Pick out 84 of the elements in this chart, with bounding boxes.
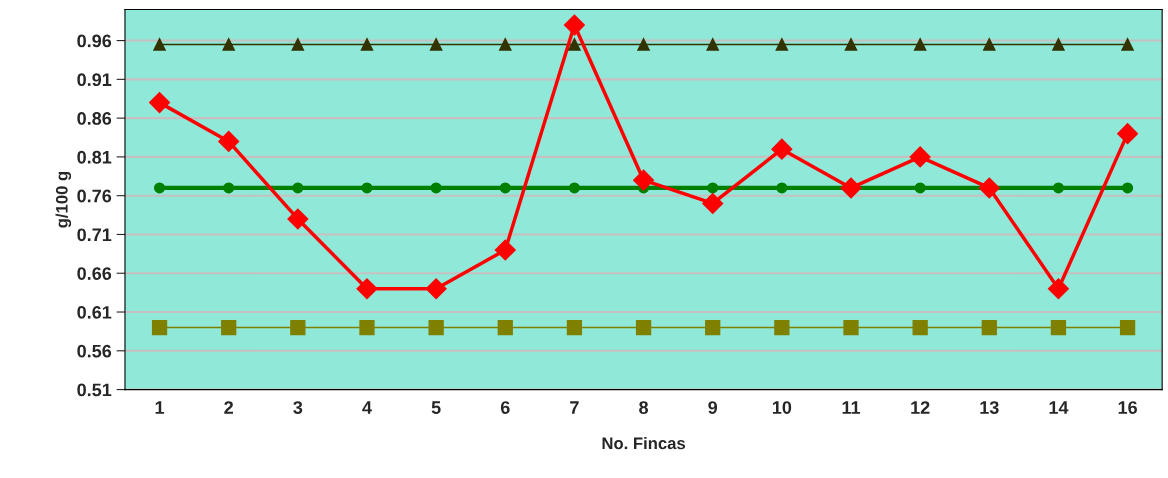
y-tick-label: 0.56 [77,344,112,358]
point [223,182,235,194]
x-tick-label: 4 [362,401,372,414]
point [563,14,585,36]
x-tick-label: 10 [772,401,792,414]
point [153,38,166,51]
point [430,182,442,194]
point [1052,38,1065,51]
point [287,208,309,230]
point [153,182,166,194]
point [707,182,719,194]
point [914,182,926,194]
x-tick-label: 1 [155,401,165,414]
point [291,38,305,51]
point [774,319,790,336]
x-axis-title: No. Fincas [602,436,686,450]
y-tick-label: 0.71 [77,228,112,242]
x-tick-label: 6 [500,401,510,414]
point [494,239,516,261]
point [222,38,235,51]
point [978,177,1000,199]
point [1119,319,1136,336]
point [360,38,374,51]
point [497,319,513,336]
x-tick-label: 7 [570,401,579,414]
point [775,38,789,51]
x-tick-label: 8 [639,401,649,414]
x-tick-label: 9 [708,401,718,414]
point [429,38,443,51]
point [840,177,862,199]
point [356,278,378,300]
point [499,182,511,194]
point [635,319,652,336]
point [499,38,512,51]
point [361,182,373,194]
point [981,319,997,336]
point [566,319,583,336]
point [1052,182,1064,194]
x-tick-label: 13 [980,401,999,414]
point [568,38,581,51]
y-tick-label: 0.76 [77,189,112,203]
y-tick-label: 0.61 [77,305,112,319]
x-tick-label: 3 [293,401,303,414]
x-tick-label: 2 [224,401,233,414]
point [702,192,724,214]
point [706,38,719,51]
y-tick-label: 0.96 [77,34,112,48]
point [637,38,650,51]
y-axis-title: g/100 g [55,171,72,228]
point [633,169,655,191]
y-tick-label: 0.81 [77,150,112,164]
point [428,319,444,336]
point [149,92,171,114]
x-tick-label: 5 [431,401,441,414]
y-tick-label: 0.66 [77,267,112,280]
point [218,130,240,152]
y-tick-label: 0.86 [77,112,112,125]
y-tick-label: 0.91 [77,73,112,87]
point [912,319,928,336]
point [983,38,996,51]
point [1117,123,1139,145]
point [1121,38,1134,51]
point [909,146,931,168]
point [568,182,580,194]
x-tick-label: 14 [1049,401,1069,414]
point [844,38,858,51]
point [771,138,793,160]
point [913,38,927,51]
x-tick-label: 16 [1118,401,1137,414]
point [705,319,721,336]
point [290,319,306,336]
point [1050,319,1067,336]
point [151,319,168,336]
point [1047,278,1069,300]
point [221,319,237,336]
point [425,278,447,300]
point [292,182,304,194]
point [843,319,859,336]
x-tick-label: 11 [842,401,861,414]
x-tick-label: 12 [911,401,930,414]
y-tick-label: 0.51 [77,383,112,397]
point [776,182,788,194]
point [359,319,375,336]
point [1122,182,1134,194]
